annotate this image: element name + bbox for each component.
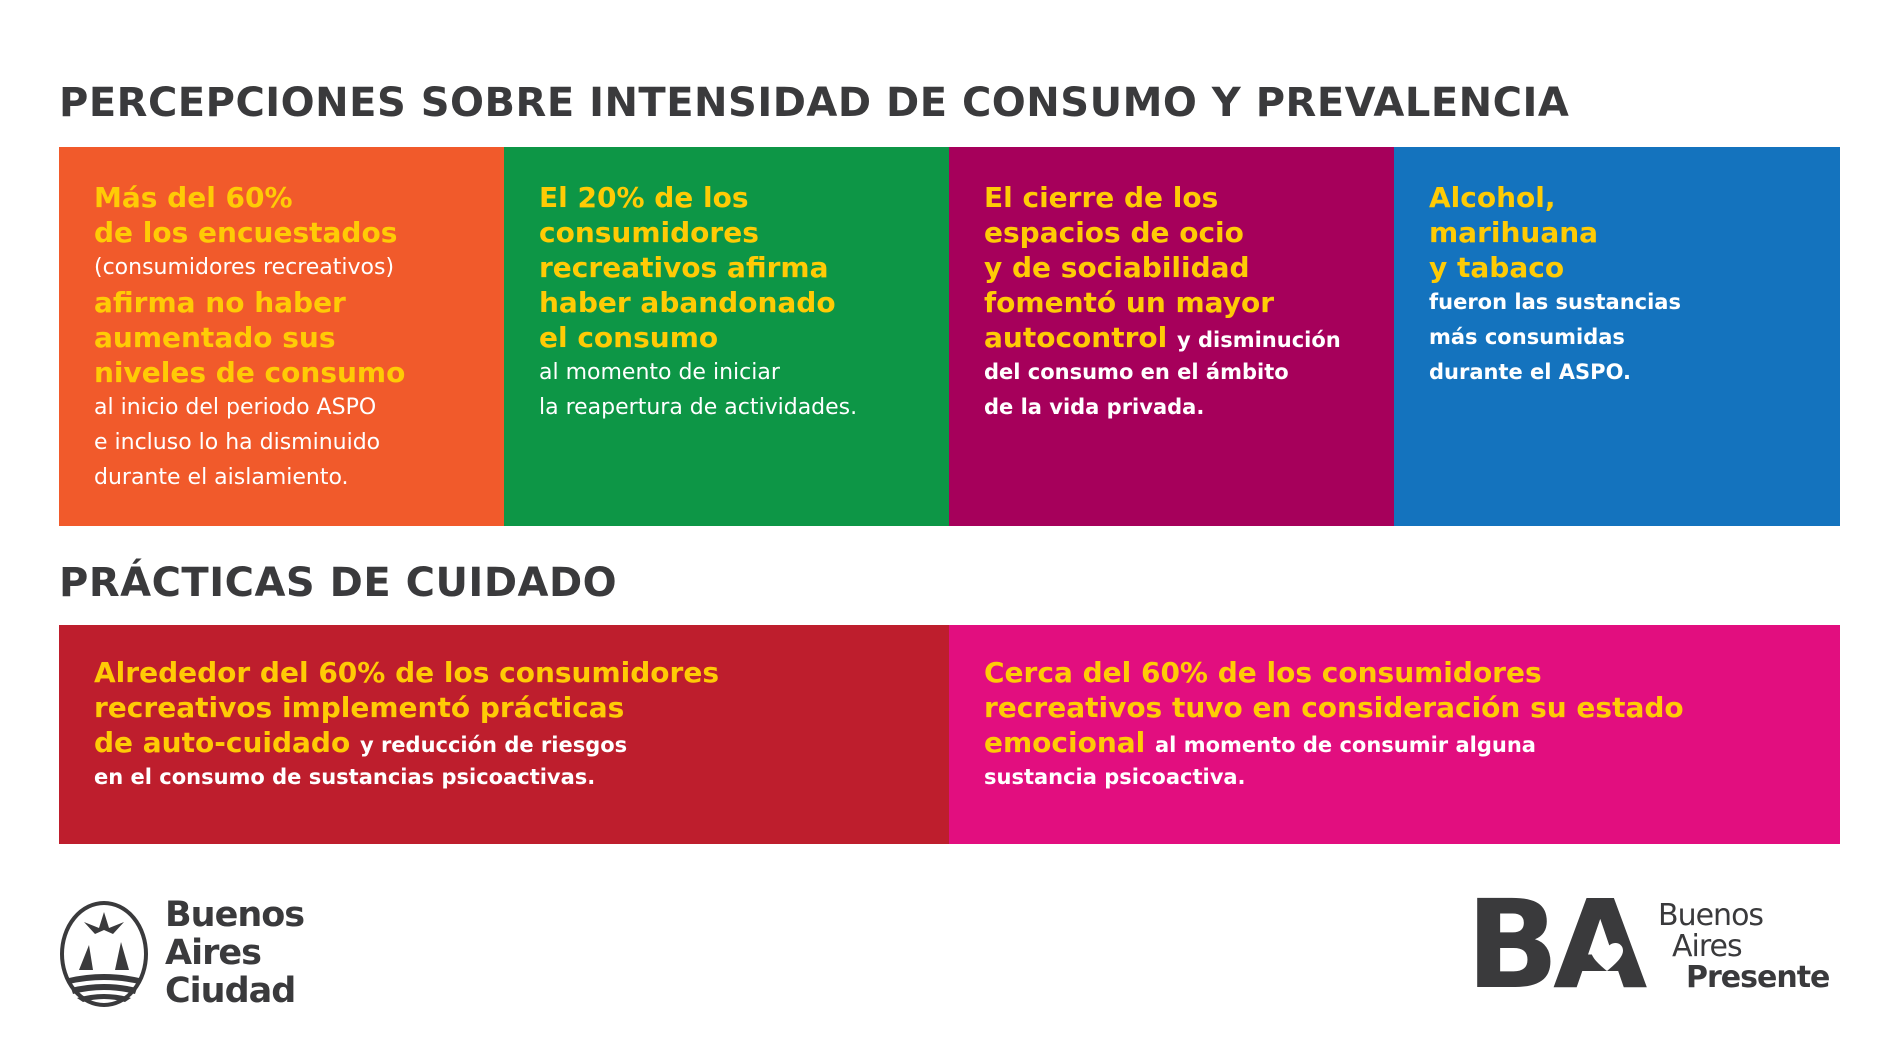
card-text-line: espacios de ocio: [984, 215, 1395, 250]
highlight-text: aumentado sus: [94, 321, 336, 354]
body-text: fueron las sustancias: [1429, 290, 1681, 314]
highlight-text: el consumo: [539, 321, 719, 354]
section-title-perceptions: PERCEPCIONES SOBRE INTENSIDAD DE CONSUMO…: [59, 80, 1570, 126]
body-text: durante el ASPO.: [1429, 360, 1631, 384]
card-text-line: niveles de consumo: [94, 355, 505, 390]
highlight-text: afirma no haber: [94, 286, 346, 319]
card-text-line: en el consumo de sustancias psicoactivas…: [94, 760, 950, 795]
card-text-line: la reapertura de actividades.: [539, 390, 950, 425]
body-text: más consumidas: [1429, 325, 1625, 349]
info-card: Cerca del 60% de los consumidores recreat…: [949, 625, 1840, 844]
body-text: al momento de consumir alguna: [1155, 733, 1536, 757]
info-card: Más del 60% de los encuestados (consumidor…: [59, 147, 505, 526]
info-card: El 20% de los consumidores recreativos afi…: [504, 147, 950, 526]
card-text-line: del consumo en el ámbito: [984, 355, 1395, 390]
body-text: en el consumo de sustancias psicoactivas…: [94, 765, 596, 789]
highlight-text: de los encuestados: [94, 216, 398, 249]
card-text-line: y de sociabilidad: [984, 250, 1395, 285]
heart-icon: [1591, 943, 1623, 971]
body-text: la reapertura de actividades.: [539, 395, 858, 420]
highlight-text: Alcohol,: [1429, 181, 1556, 214]
card-text-line: fueron las sustancias: [1429, 285, 1840, 320]
card-text-line: el consumo: [539, 320, 950, 355]
info-card: Alrededor del 60% de los consumidores rec…: [59, 625, 950, 844]
card-text-line: Cerca del 60% de los consumidores: [984, 655, 1840, 690]
body-text: y disminución: [1177, 328, 1341, 352]
logo-text-line: Ciudad: [165, 971, 296, 1011]
body-text: durante el aislamiento.: [94, 465, 349, 490]
highlight-text: El cierre de los: [984, 181, 1219, 214]
body-text: e incluso lo ha disminuido: [94, 430, 381, 455]
buenos-aires-ciudad-logo: Buenos Aires Ciudad: [59, 896, 319, 1010]
highlight-text: El 20% de los: [539, 181, 749, 214]
info-card: Alcohol, marihuana y tabaco fueron las sust…: [1394, 147, 1840, 526]
card-text-line: haber abandonado: [539, 285, 950, 320]
card-text-line: Alcohol,: [1429, 180, 1840, 215]
card-text-line: al momento de iniciar: [539, 355, 950, 390]
highlight-text: Más del 60%: [94, 181, 293, 214]
highlight-text: emocional: [984, 726, 1156, 759]
highlight-text: y tabaco: [1429, 251, 1565, 284]
highlight-text: de auto-cuidado: [94, 726, 360, 759]
card-text-line: (consumidores recreativos): [94, 250, 505, 285]
highlight-text: recreativos tuvo en consideración su est…: [984, 691, 1684, 724]
card-text-line: durante el ASPO.: [1429, 355, 1840, 390]
card-text-line: El cierre de los: [984, 180, 1395, 215]
body-text: (consumidores recreativos): [94, 255, 395, 280]
logo-text-line: Aires: [165, 933, 262, 973]
highlight-text: Cerca del 60% de los consumidores: [984, 656, 1542, 689]
card-text-line: sustancia psicoactiva.: [984, 760, 1840, 795]
highlight-text: recreativos afirma: [539, 251, 829, 284]
card-text-line: Alrededor del 60% de los consumidores: [94, 655, 950, 690]
logo-text-line: Aires: [1672, 929, 1743, 964]
logo-text-line: Buenos: [1658, 898, 1764, 933]
highlight-text: fomentó un mayor: [984, 286, 1275, 319]
card-text-line: de la vida privada.: [984, 390, 1395, 425]
card-text-line: afirma no haber: [94, 285, 505, 320]
card-text-line: emocional al momento de consumir alguna: [984, 725, 1840, 760]
card-text-line: fomentó un mayor: [984, 285, 1395, 320]
card-text-line: de auto-cuidado y reducción de riesgos: [94, 725, 950, 760]
highlight-text: Alrededor del 60% de los consumidores: [94, 656, 719, 689]
section-title-care-practices: PRÁCTICAS DE CUIDADO: [59, 560, 618, 606]
body-text: al inicio del periodo ASPO: [94, 395, 377, 420]
highlight-text: autocontrol: [984, 321, 1177, 354]
body-text: al momento de iniciar: [539, 360, 780, 385]
card-text-line: y tabaco: [1429, 250, 1840, 285]
highlight-text: espacios de ocio: [984, 216, 1244, 249]
card-text-line: al inicio del periodo ASPO: [94, 390, 505, 425]
buenos-aires-presente-logo: BA Buenos Aires Presente: [1466, 884, 1866, 1010]
card-text-line: autocontrol y disminución: [984, 320, 1395, 355]
buenos-aires-presente-wordmark: Buenos Aires Presente: [1658, 898, 1830, 995]
card-text-line: recreativos tuvo en consideración su est…: [984, 690, 1840, 725]
card-text-line: e incluso lo ha disminuido: [94, 425, 505, 460]
city-seal-icon: [60, 901, 148, 1007]
body-text: sustancia psicoactiva.: [984, 765, 1246, 789]
logo-text-line: Presente: [1686, 960, 1830, 995]
card-text-line: más consumidas: [1429, 320, 1840, 355]
card-text-line: de los encuestados: [94, 215, 505, 250]
info-card: El cierre de los espacios de ocio y de soc…: [949, 147, 1395, 526]
highlight-text: niveles de consumo: [94, 356, 406, 389]
card-text-line: durante el aislamiento.: [94, 460, 505, 495]
body-text: y reducción de riesgos: [359, 733, 628, 757]
card-text-line: marihuana: [1429, 215, 1840, 250]
card-text-line: recreativos afirma: [539, 250, 950, 285]
highlight-text: recreativos implementó prácticas: [94, 691, 625, 724]
highlight-text: consumidores: [539, 216, 759, 249]
card-text-line: Más del 60%: [94, 180, 505, 215]
card-text-line: El 20% de los: [539, 180, 950, 215]
highlight-text: haber abandonado: [539, 286, 836, 319]
body-text: de la vida privada.: [984, 395, 1205, 419]
card-text-line: aumentado sus: [94, 320, 505, 355]
logo-text-line: Buenos: [165, 895, 305, 935]
highlight-text: y de sociabilidad: [984, 251, 1250, 284]
body-text: del consumo en el ámbito: [984, 360, 1289, 384]
card-text-line: consumidores: [539, 215, 950, 250]
buenos-aires-ciudad-wordmark: Buenos Aires Ciudad: [165, 895, 305, 1011]
card-text-line: recreativos implementó prácticas: [94, 690, 950, 725]
highlight-text: marihuana: [1429, 216, 1599, 249]
